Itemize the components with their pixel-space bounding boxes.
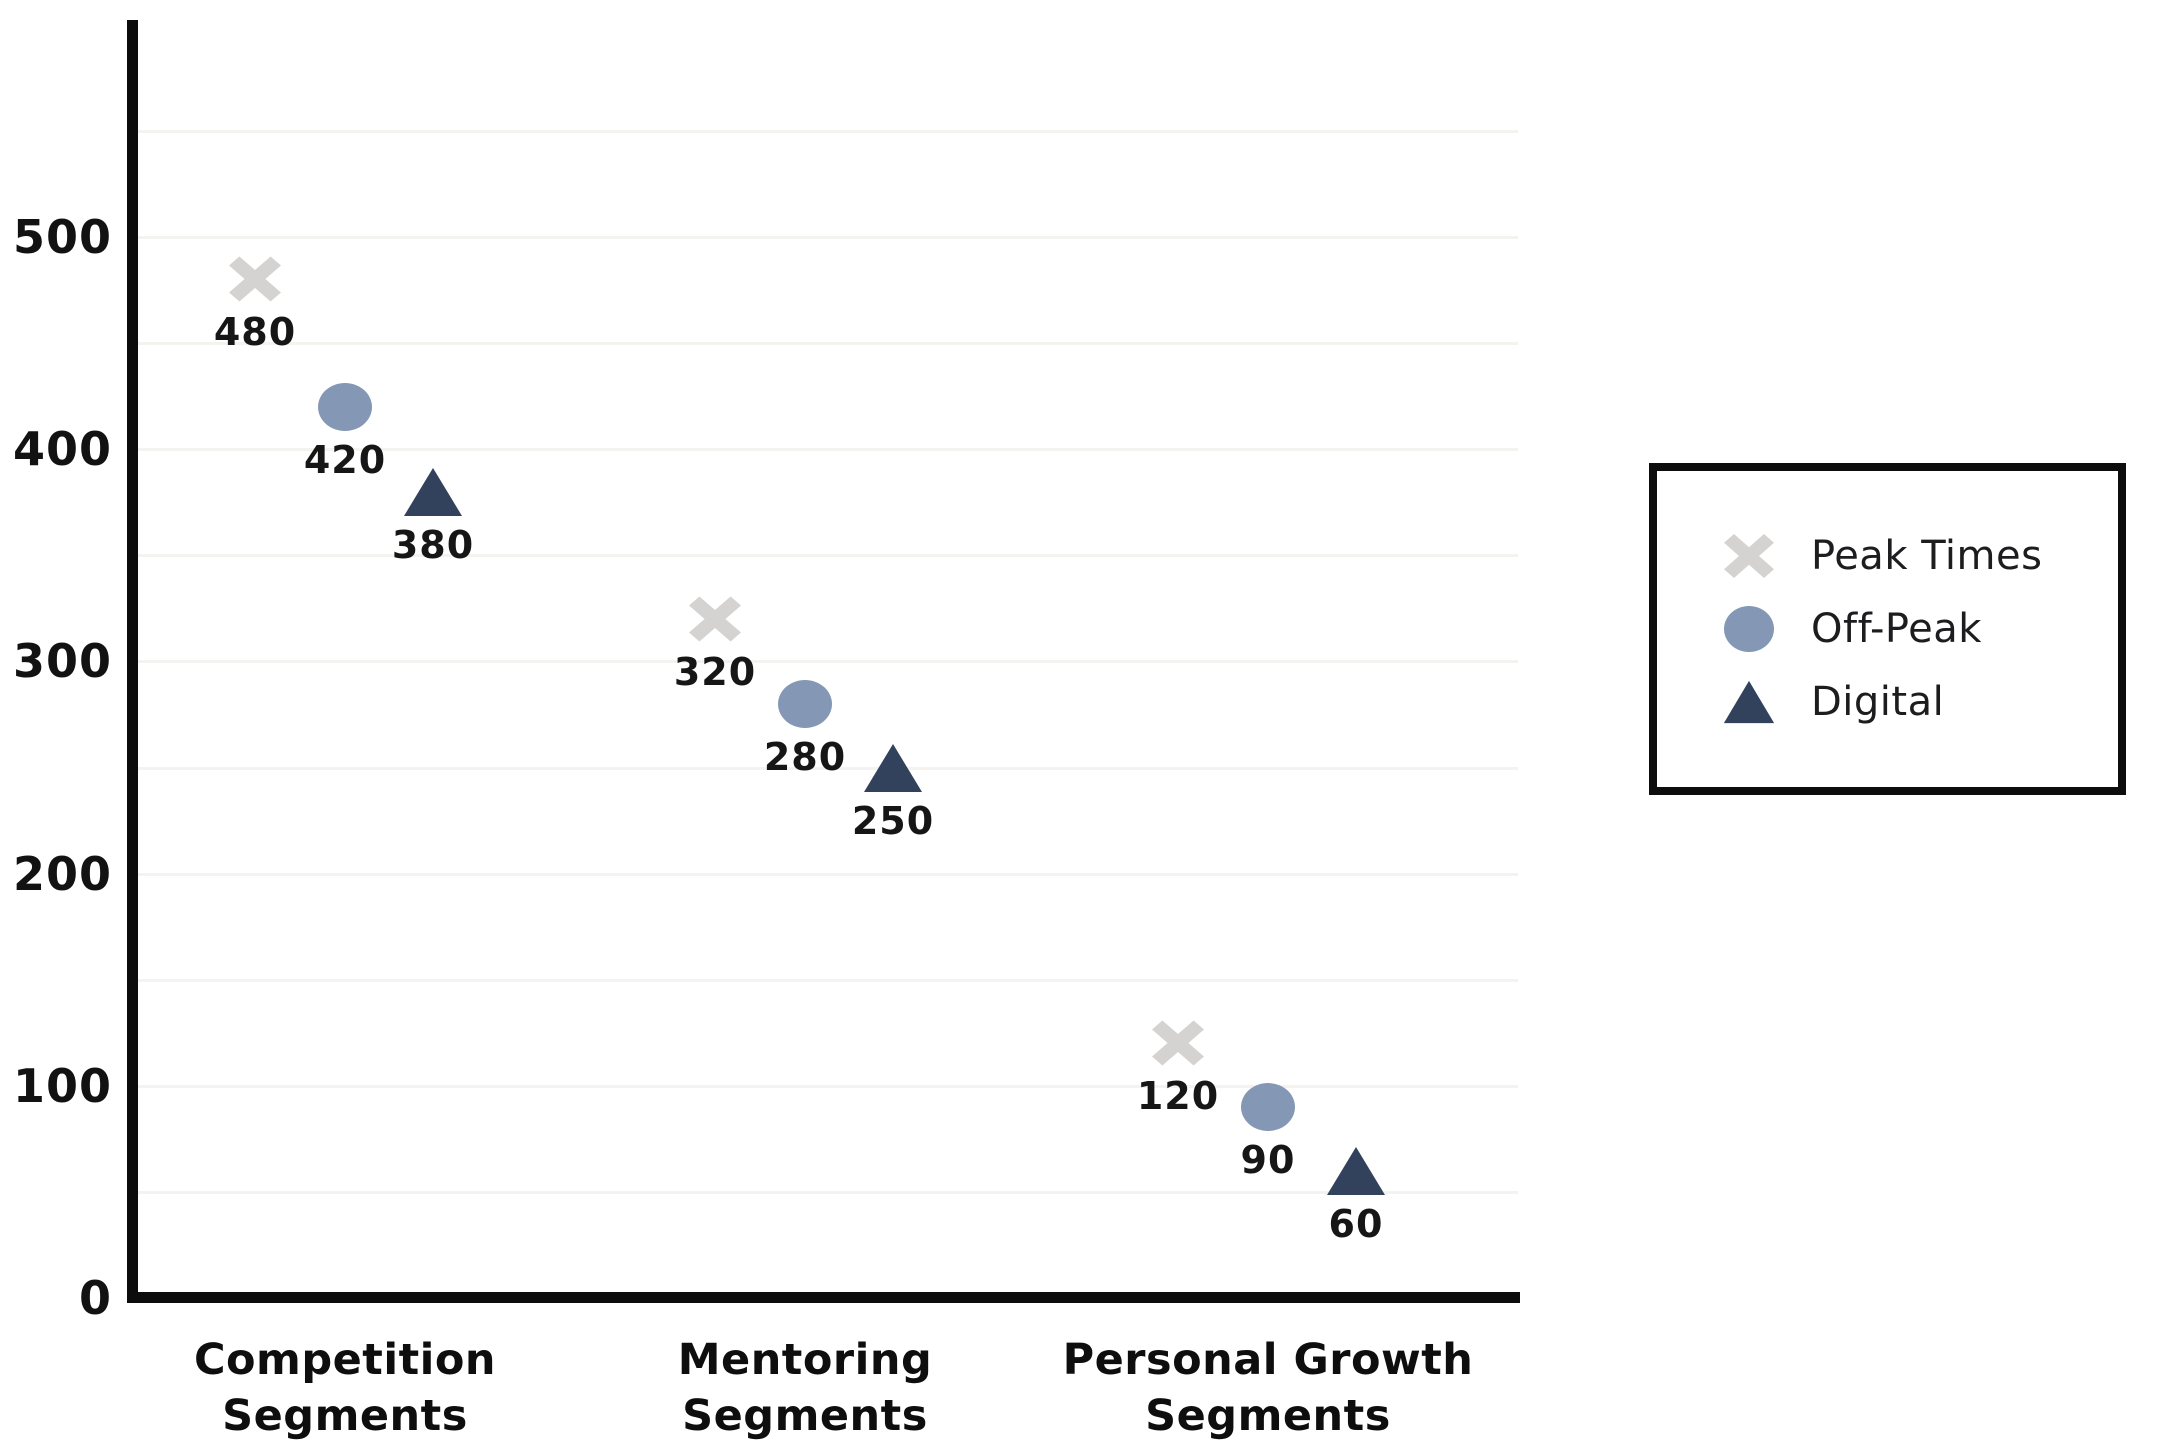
legend-label-peak-times: Peak Times — [1811, 533, 2043, 579]
data-label: 280 — [763, 734, 847, 779]
data-label: 320 — [673, 649, 757, 694]
legend: Peak Times Off-Peak Digital — [1649, 463, 2126, 795]
x-marker-point — [229, 256, 281, 302]
y-tick-label-100: 100 — [12, 1058, 112, 1113]
circle-marker-point — [778, 679, 832, 728]
gridline-100 — [138, 1084, 1518, 1088]
gridline-550 — [138, 129, 1518, 133]
y-tick-label-200: 200 — [12, 846, 112, 901]
gridline-200 — [138, 872, 1518, 876]
triangle-marker-icon — [1723, 680, 1775, 724]
data-label: 60 — [1328, 1201, 1384, 1246]
data-label: 480 — [213, 310, 297, 355]
x-marker-point — [1152, 1020, 1204, 1066]
legend-label-off-peak: Off-Peak — [1811, 606, 1982, 652]
gridline-50 — [138, 1190, 1518, 1194]
gridline-250 — [138, 766, 1518, 770]
x-axis-line — [127, 1292, 1520, 1303]
circle-marker-icon — [1723, 606, 1775, 652]
data-label: 120 — [1136, 1074, 1220, 1119]
gridline-500 — [138, 236, 1518, 239]
circle-marker-point — [1241, 1083, 1295, 1132]
y-tick-label-400: 400 — [12, 422, 112, 477]
legend-item-digital: Digital — [1723, 679, 2118, 725]
gridline-350 — [138, 554, 1518, 558]
triangle-marker-point — [1326, 1146, 1386, 1196]
legend-label-digital: Digital — [1811, 679, 1945, 725]
category-label: Competition Segments — [193, 1335, 497, 1441]
category-label: Mentoring Segments — [677, 1335, 933, 1441]
y-axis-line — [127, 20, 138, 1303]
x-marker-icon — [1723, 534, 1775, 578]
legend-item-off-peak: Off-Peak — [1723, 606, 2118, 652]
y-tick-label-0: 0 — [78, 1271, 112, 1325]
gridline-300 — [138, 660, 1518, 664]
triangle-marker-point — [403, 467, 463, 517]
data-label: 250 — [851, 798, 935, 843]
legend-item-peak-times: Peak Times — [1723, 533, 2118, 579]
y-tick-label-500: 500 — [12, 210, 112, 264]
triangle-marker-point — [863, 743, 923, 793]
data-label: 90 — [1240, 1138, 1296, 1183]
gridline-150 — [138, 978, 1518, 982]
circle-marker-point — [318, 382, 372, 431]
category-label: Personal Growth Segments — [1062, 1335, 1474, 1441]
gridline-400 — [138, 448, 1518, 452]
y-tick-label-300: 300 — [12, 634, 112, 689]
gridline-450 — [138, 342, 1518, 346]
data-label: 380 — [391, 522, 475, 567]
data-label: 420 — [303, 437, 387, 482]
x-marker-point — [689, 596, 741, 642]
